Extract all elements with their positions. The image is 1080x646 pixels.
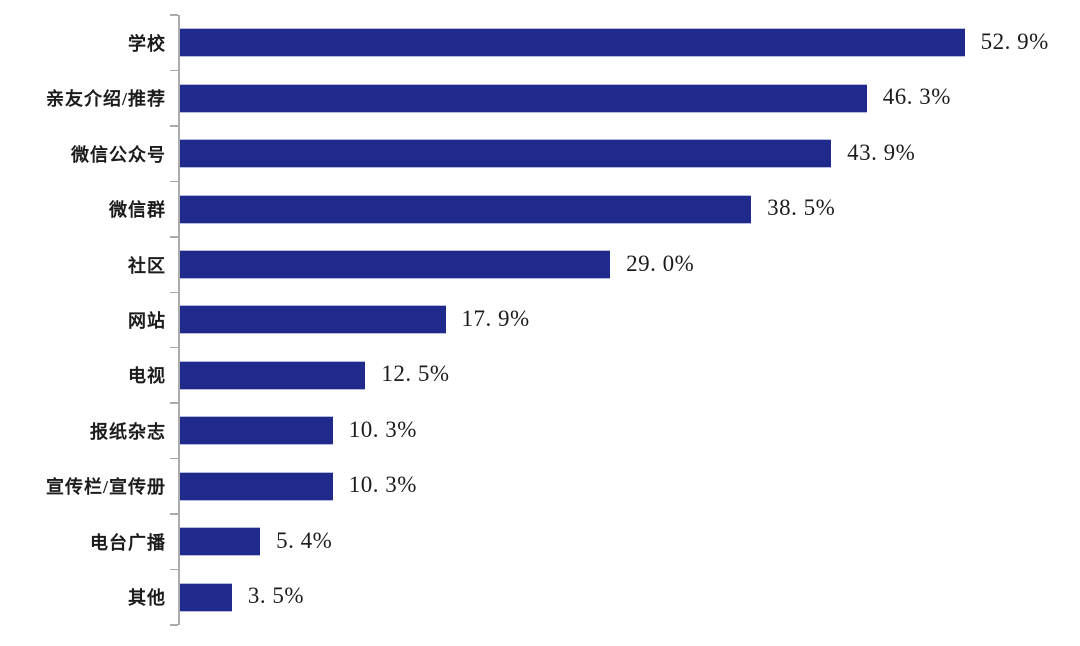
bar: [180, 361, 366, 389]
chart-row: 亲友介绍/推荐 46. 3%: [0, 70, 1080, 125]
bar: [180, 29, 965, 57]
chart-row: 报纸杂志 10. 3%: [0, 403, 1080, 458]
bar: [180, 306, 446, 334]
value-label: 38. 5%: [767, 195, 836, 221]
bar-area: 12. 5%: [180, 348, 1070, 403]
bar: [180, 417, 333, 445]
value-label: 46. 3%: [882, 84, 951, 110]
y-axis-line: [178, 15, 180, 625]
bar-area: 3. 5%: [180, 570, 1070, 625]
value-label: 12. 5%: [381, 361, 450, 387]
bar: [180, 195, 752, 223]
value-label: 43. 9%: [847, 139, 916, 165]
value-label: 29. 0%: [626, 250, 695, 276]
bar: [180, 84, 867, 112]
bar: [180, 528, 261, 556]
category-label: 电视: [128, 366, 166, 387]
chart-row: 网站 17. 9%: [0, 292, 1080, 347]
bar-area: 46. 3%: [180, 70, 1070, 125]
axis-tick: [170, 457, 178, 460]
bar-area: 10. 3%: [180, 403, 1070, 458]
bar-area: 52. 9%: [180, 15, 1070, 70]
category-label: 网站: [128, 310, 166, 331]
value-label: 10. 3%: [348, 472, 417, 498]
chart-row: 宣传栏/宣传册 10. 3%: [0, 459, 1080, 514]
chart-row: 微信公众号 43. 9%: [0, 126, 1080, 181]
category-label: 社区: [128, 255, 166, 276]
axis-tick: [170, 568, 178, 571]
axis-tick: [170, 624, 178, 626]
bar-area: 43. 9%: [180, 126, 1070, 181]
category-label: 微信公众号: [71, 144, 166, 165]
bar: [180, 472, 333, 500]
category-label: 报纸杂志: [90, 421, 166, 442]
chart-row: 学校 52. 9%: [0, 15, 1080, 70]
axis-tick: [170, 125, 178, 127]
category-label: 学校: [128, 33, 166, 54]
bar-area: 5. 4%: [180, 514, 1070, 569]
axis-tick: [170, 402, 178, 404]
category-label: 其他: [128, 588, 166, 609]
category-label: 宣传栏/宣传册: [45, 477, 166, 498]
chart-row: 社区 29. 0%: [0, 237, 1080, 292]
chart-row: 电视 12. 5%: [0, 348, 1080, 403]
axis-tick: [170, 69, 178, 72]
chart-row: 电台广播 5. 4%: [0, 514, 1080, 569]
bar-area: 38. 5%: [180, 181, 1070, 236]
value-label: 3. 5%: [247, 583, 305, 609]
axis-tick: [170, 513, 178, 515]
axis-tick: [170, 14, 178, 16]
axis-tick: [170, 180, 178, 183]
axis-tick: [170, 236, 178, 238]
bar: [180, 140, 832, 168]
axis-tick: [170, 291, 178, 294]
value-label: 10. 3%: [348, 416, 417, 442]
category-label: 微信群: [109, 200, 166, 221]
category-label: 电台广播: [90, 532, 166, 553]
chart-row: 其他 3. 5%: [0, 570, 1080, 625]
bar: [180, 251, 611, 279]
bar-area: 10. 3%: [180, 459, 1070, 514]
value-label: 17. 9%: [461, 305, 530, 331]
category-label: 亲友介绍/推荐: [45, 89, 166, 110]
value-label: 52. 9%: [980, 28, 1049, 54]
value-label: 5. 4%: [276, 527, 333, 553]
axis-tick: [170, 346, 178, 349]
bar: [180, 583, 232, 611]
bar-area: 17. 9%: [180, 292, 1070, 347]
chart-row: 微信群 38. 5%: [0, 181, 1080, 236]
bar-area: 29. 0%: [180, 237, 1070, 292]
